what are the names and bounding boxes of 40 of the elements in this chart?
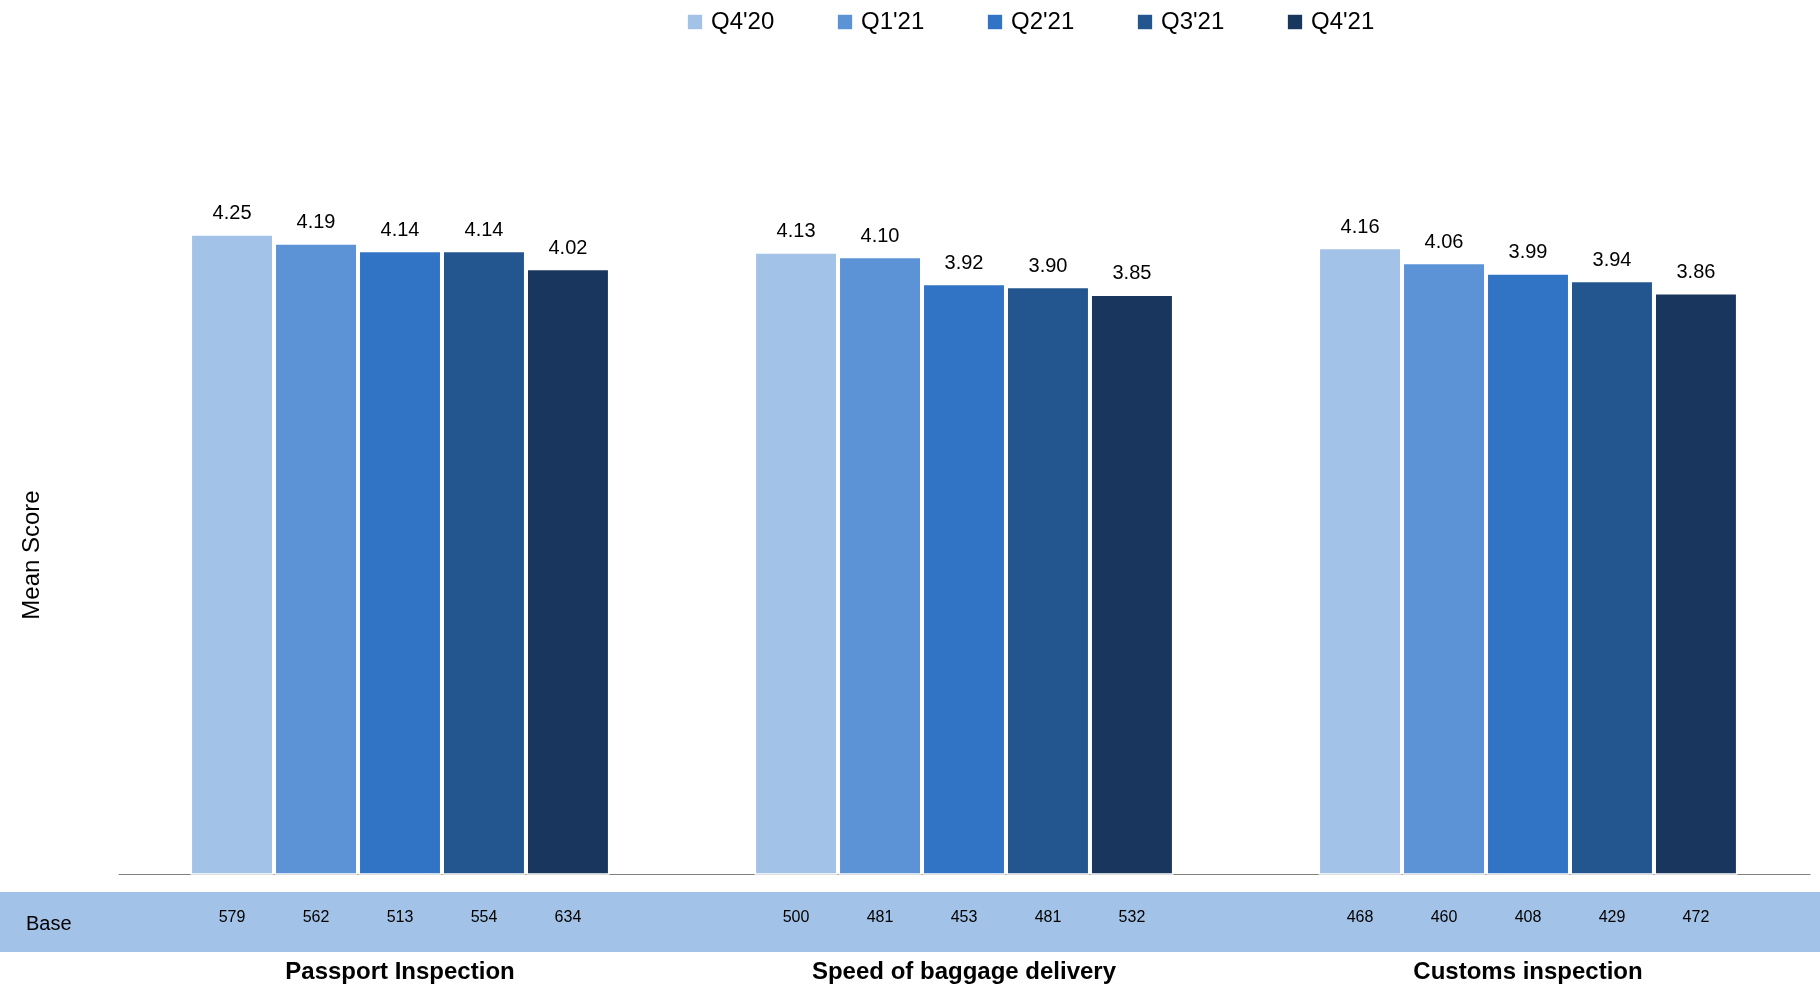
data-label: 4.16: [1340, 214, 1380, 237]
data-label: 4.25: [212, 201, 252, 223]
legend-label: Q3'21: [1161, 7, 1225, 34]
data-label: 4.19: [296, 210, 336, 233]
text: 453: [950, 908, 978, 925]
text: 472: [1682, 908, 1710, 925]
text: 468: [1346, 908, 1374, 925]
data-label: 3.90: [1028, 253, 1068, 276]
data-label: 3.94: [1592, 247, 1632, 270]
legend-label: Q2'21: [1011, 7, 1075, 34]
data-label: 4.06: [1424, 229, 1464, 252]
text: 554: [470, 908, 498, 925]
legend-label: Q1'21: [861, 7, 925, 34]
text: 513: [386, 908, 414, 925]
data-label: 3.86: [1676, 259, 1716, 282]
text: 429: [1598, 908, 1626, 925]
x-tick-label: Speed of baggage delivery: [811, 956, 1117, 984]
text: 460: [1430, 908, 1458, 925]
data-label: 4.02: [548, 235, 588, 258]
y-axis-title: Mean Score: [16, 490, 44, 620]
text: 481: [1034, 908, 1062, 925]
text: 408: [1514, 908, 1542, 925]
text: 500: [782, 908, 810, 925]
data-label: 4.10: [860, 223, 900, 246]
x-tick-label: Customs inspection: [1413, 956, 1643, 984]
data-label: 3.99: [1508, 240, 1548, 263]
data-label: 3.92: [944, 250, 984, 273]
text: 562: [302, 908, 330, 925]
x-tick-label: Passport Inspection: [285, 956, 515, 984]
legend-label: Q4'20: [711, 7, 775, 34]
text: 634: [554, 908, 582, 925]
legend-label: Q4'21: [1311, 7, 1375, 34]
data-label: 4.14: [464, 217, 504, 240]
text: 532: [1118, 908, 1146, 925]
data-label: 4.13: [776, 219, 816, 242]
data-label: 3.85: [1112, 261, 1152, 284]
data-label: 4.14: [380, 217, 420, 240]
text: 481: [866, 908, 894, 925]
text: Base: [26, 912, 72, 934]
text: 579: [218, 908, 246, 925]
